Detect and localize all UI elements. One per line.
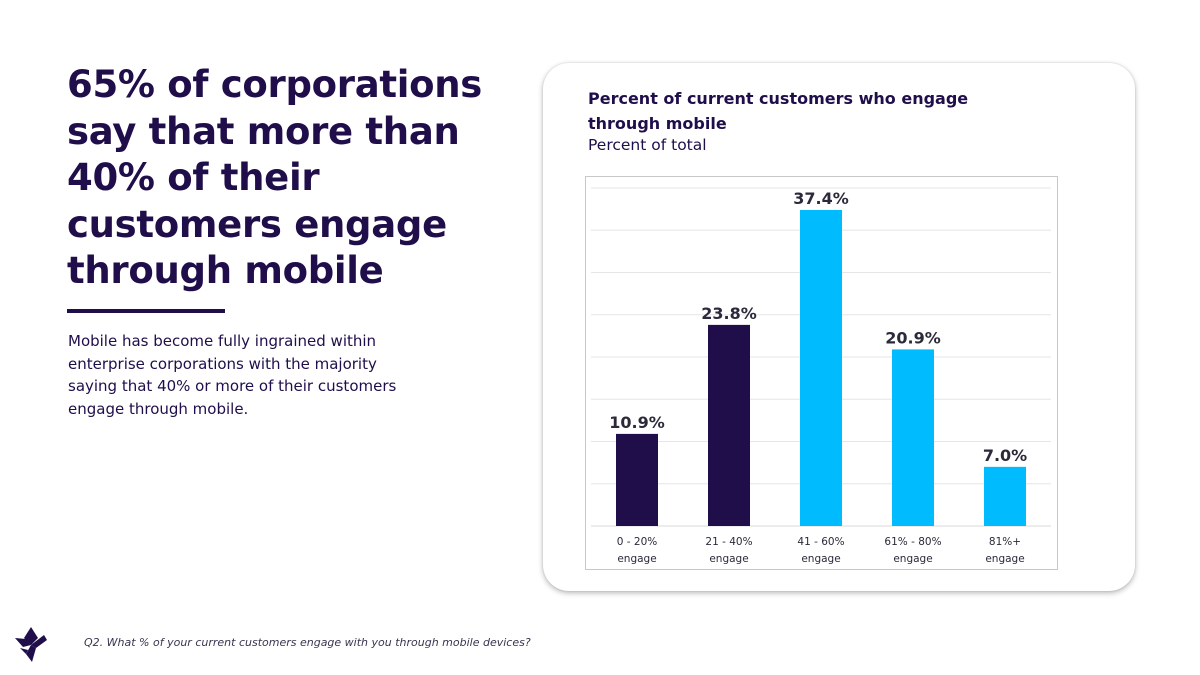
x-tick-label-3-line-2: engage [801, 553, 840, 565]
body-text: Mobile has become fully ingrained within… [68, 332, 397, 418]
bar-3 [800, 209, 842, 526]
x-tick-label-4-line-1: 61% - 80% [884, 536, 941, 548]
data-label-4: 20.9% [885, 328, 941, 347]
x-tick-label-1-line-2: engage [617, 553, 656, 565]
bar-chart: 10.9% 0 - 20% engage 23.8% 21 - 40% engage 37.… [591, 187, 1051, 565]
chart-title: Percent of current customers who engage … [588, 89, 969, 133]
data-label-3: 37.4% [793, 189, 849, 208]
bar-1 [616, 433, 658, 526]
survey-question-footnote: Q2. What % of your current customers eng… [84, 636, 531, 649]
bar-4 [892, 349, 934, 526]
headline-divider [67, 309, 225, 313]
x-tick-label-2-line-1: 21 - 40% [705, 536, 752, 548]
star-logo-icon [15, 627, 47, 662]
headline: 65% of corporations say that more than 4… [67, 63, 483, 292]
x-tick-label-5-line-1: 81%+ [989, 536, 1021, 548]
x-tick-label-1-line-1: 0 - 20% [617, 536, 658, 548]
data-label-1: 10.9% [609, 413, 665, 432]
x-tick-label-2-line-2: engage [709, 553, 748, 565]
data-label-2: 23.8% [701, 304, 757, 323]
data-label-5: 7.0% [983, 446, 1027, 465]
x-tick-label-4-line-2: engage [893, 553, 932, 565]
bar-5 [984, 466, 1026, 526]
x-tick-label-5-line-2: engage [985, 553, 1024, 565]
bar-2 [708, 324, 750, 526]
chart-subtitle: Percent of total [588, 136, 707, 154]
x-tick-label-3-line-1: 41 - 60% [797, 536, 844, 548]
